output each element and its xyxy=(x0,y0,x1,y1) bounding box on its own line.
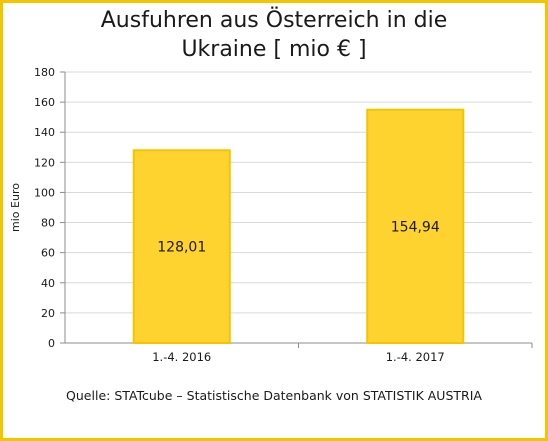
y-tick-label: 20 xyxy=(41,307,55,320)
y-tick-label: 100 xyxy=(34,186,55,199)
x-tick-label: 1.-4. 2017 xyxy=(386,350,445,364)
chart-title: Ausfuhren aus Österreich in die Ukraine … xyxy=(0,6,548,64)
x-tick-label: 1.-4. 2016 xyxy=(152,350,211,364)
y-axis-label: mio Euro xyxy=(9,183,22,232)
y-tick-label: 120 xyxy=(34,156,55,169)
y-tick-label: 80 xyxy=(41,217,55,230)
data-label: 128,01 xyxy=(157,240,206,256)
y-tick-label: 40 xyxy=(41,277,55,290)
bar xyxy=(366,108,465,345)
source-note: Quelle: STATcube – Statistische Datenban… xyxy=(66,388,482,403)
chart-title-line-1: Ausfuhren aus Österreich in die xyxy=(100,8,448,33)
data-label: 154,94 xyxy=(391,219,440,235)
y-tick-label: 180 xyxy=(34,66,55,79)
chart-title-line-2: Ukraine [ mio € ] xyxy=(181,37,367,62)
y-tick-label: 140 xyxy=(34,126,55,139)
y-tick-label: 60 xyxy=(41,247,55,260)
y-tick-label: 160 xyxy=(34,96,55,109)
y-tick-label: 0 xyxy=(48,337,55,350)
bar xyxy=(132,149,231,344)
